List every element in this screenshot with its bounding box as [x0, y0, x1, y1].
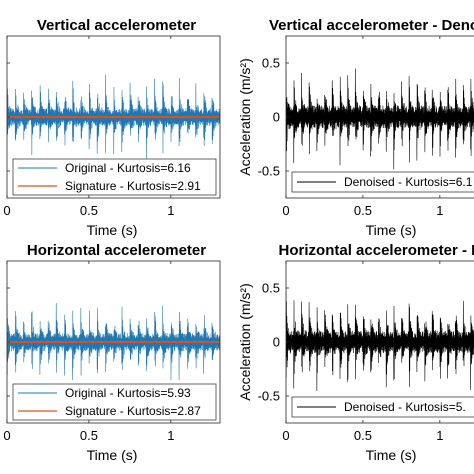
- legend-entry: Original - Kurtosis=5.93: [65, 386, 191, 400]
- x-tick-label: 0.5: [80, 203, 98, 218]
- legend: Denoised - Kurtosis=5.: [291, 396, 474, 418]
- x-tick-label: 1: [167, 428, 174, 443]
- legend-entry: Signature - Kurtosis=2.87: [65, 404, 201, 418]
- series-line: [286, 292, 474, 391]
- x-tick-label: 0.5: [80, 428, 98, 443]
- subplot-title: Vertical accelerometer: [37, 17, 196, 34]
- traces: [7, 302, 220, 381]
- subplot-title: Horizontal accelerometer: [27, 242, 206, 259]
- x-axis-label: Time (s): [87, 447, 138, 463]
- x-axis-label: Time (s): [366, 447, 417, 463]
- subplot-1: 0 0.5 1 Vertical accelerometer Time (s) Origi…: [3, 17, 221, 238]
- traces: [7, 74, 220, 159]
- y-tick-label: 0.5: [262, 281, 280, 296]
- traces: [286, 68, 474, 170]
- y-tick-label: -0.5: [258, 389, 280, 404]
- subplot-3: 0 0.5 1 Horizontal accelerometer Time (s) Ori…: [3, 242, 221, 463]
- legend-entry: Denoised - Kurtosis=5.: [344, 400, 466, 414]
- legend-entry: Original - Kurtosis=6.16: [65, 161, 191, 175]
- y-axis-label: Acceleration (m/s²): [237, 283, 253, 400]
- legend-entry: Signature - Kurtosis=2.91: [65, 179, 201, 193]
- subplot-title: Horizontal accelerometer - Den: [279, 242, 474, 259]
- x-tick-label: 1: [167, 203, 174, 218]
- y-tick-label: 0: [273, 335, 280, 350]
- x-tick-label: 0: [3, 428, 10, 443]
- y-tick-label: 0.5: [262, 56, 280, 71]
- y-tick-label: 0: [273, 110, 280, 125]
- y-tick-label: -0.5: [258, 164, 280, 179]
- legend: Denoised - Kurtosis=6.1: [291, 171, 474, 193]
- legend-box: [291, 396, 474, 418]
- legend: Original - Kurtosis=5.93 Signature - Kurt…: [12, 383, 217, 421]
- x-tick-label: 0.5: [354, 203, 372, 218]
- subplot-title: Vertical accelerometer - Denoised: [269, 17, 474, 34]
- legend-box: [12, 383, 217, 421]
- legend-entry: Denoised - Kurtosis=6.1: [344, 175, 473, 189]
- x-tick-label: 0.5: [354, 428, 372, 443]
- series-line: [286, 68, 474, 170]
- series-line: [7, 74, 220, 159]
- x-tick-label: 0: [3, 203, 10, 218]
- subplot-4: 0 0.5 1 0.5 0 -0.5 Horizontal accelerometer - …: [237, 242, 474, 463]
- x-tick-label: 0: [282, 203, 289, 218]
- y-axis-label: Acceleration (m/s²): [237, 58, 253, 175]
- legend-box: [291, 171, 474, 193]
- subplot-2: 0 0.5 1 0.5 0 -0.5 Vertical accelerometer - De…: [237, 17, 474, 238]
- series-line: [7, 302, 220, 381]
- x-tick-label: 1: [436, 203, 443, 218]
- traces: [286, 292, 474, 391]
- x-tick-label: 1: [436, 428, 443, 443]
- x-tick-label: 0: [282, 428, 289, 443]
- x-axis-label: Time (s): [366, 222, 417, 238]
- legend: Original - Kurtosis=6.16 Signature - Kurt…: [12, 158, 217, 196]
- legend-box: [12, 158, 217, 196]
- x-axis-label: Time (s): [87, 222, 138, 238]
